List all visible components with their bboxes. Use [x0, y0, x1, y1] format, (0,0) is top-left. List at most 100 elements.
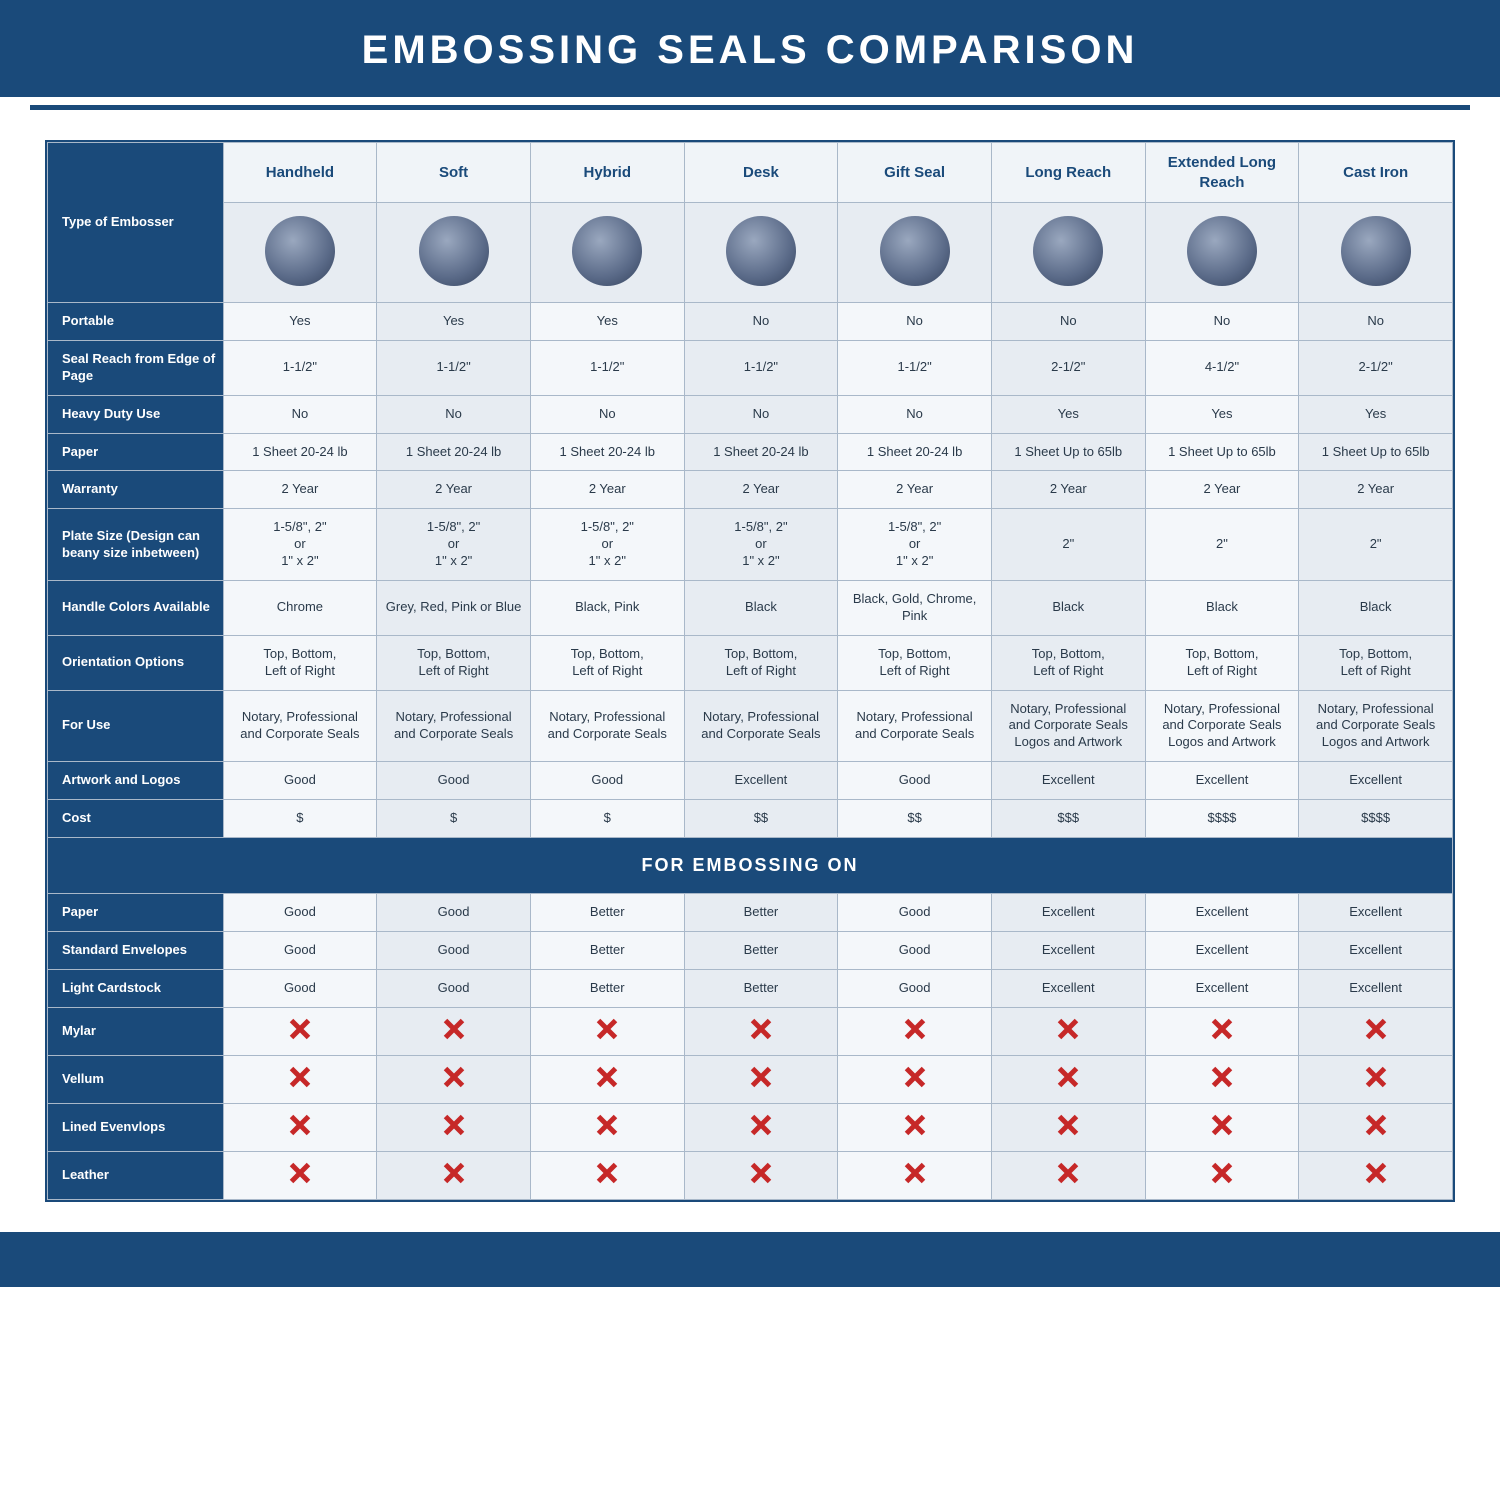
- cell: [530, 1055, 684, 1103]
- cell: Black, Pink: [530, 581, 684, 636]
- cell: 1-1/2": [223, 340, 377, 395]
- cell: Better: [684, 932, 838, 970]
- cell: 2 Year: [530, 471, 684, 509]
- cell: Black: [684, 581, 838, 636]
- cell: Top, Bottom,Left of Right: [1145, 635, 1299, 690]
- cell: Excellent: [991, 762, 1145, 800]
- table-row: Warranty2 Year2 Year2 Year2 Year2 Year2 …: [48, 471, 1453, 509]
- cell: No: [377, 395, 531, 433]
- row-label: Vellum: [48, 1055, 224, 1103]
- row-label: For Use: [48, 690, 224, 762]
- cell: Yes: [530, 303, 684, 341]
- cell: [1299, 1151, 1453, 1199]
- not-supported-icon: [750, 1162, 772, 1184]
- cell: Yes: [377, 303, 531, 341]
- comparison-table: Type of EmbosserHandheldSoftHybridDeskGi…: [47, 142, 1453, 1200]
- thumbnail-cell-6: [1145, 203, 1299, 303]
- table-row: Plate Size (Design can beany size inbetw…: [48, 509, 1453, 581]
- cell: No: [838, 303, 992, 341]
- cell: [838, 1103, 992, 1151]
- cell: [1299, 1008, 1453, 1056]
- table-row: Artwork and LogosGoodGoodGoodExcellentGo…: [48, 762, 1453, 800]
- cell: No: [684, 303, 838, 341]
- cell: Black: [991, 581, 1145, 636]
- row-label: Plate Size (Design can beany size inbetw…: [48, 509, 224, 581]
- cell: No: [991, 303, 1145, 341]
- cell: 2": [991, 509, 1145, 581]
- cell: 2 Year: [991, 471, 1145, 509]
- embosser-thumbnail-icon: [419, 216, 489, 286]
- cell: 2 Year: [1299, 471, 1453, 509]
- not-supported-icon: [289, 1114, 311, 1136]
- column-header-0: Handheld: [223, 143, 377, 203]
- row-label: Warranty: [48, 471, 224, 509]
- title-band: EMBOSSING SEALS COMPARISON: [0, 0, 1500, 97]
- cell: Top, Bottom,Left of Right: [377, 635, 531, 690]
- cell: Excellent: [1299, 762, 1453, 800]
- row-label: Standard Envelopes: [48, 932, 224, 970]
- cell: 2 Year: [684, 471, 838, 509]
- column-header-6: Extended Long Reach: [1145, 143, 1299, 203]
- cell: Excellent: [1145, 932, 1299, 970]
- table-row: Handle Colors AvailableChromeGrey, Red, …: [48, 581, 1453, 636]
- cell: Notary, Professional and Corporate Seals: [684, 690, 838, 762]
- table-row: Leather: [48, 1151, 1453, 1199]
- not-supported-icon: [443, 1114, 465, 1136]
- table-row: Light CardstockGoodGoodBetterBetterGoodE…: [48, 970, 1453, 1008]
- cell: Black, Gold, Chrome, Pink: [838, 581, 992, 636]
- table-row: Paper1 Sheet 20-24 lb1 Sheet 20-24 lb1 S…: [48, 433, 1453, 471]
- table-row: PaperGoodGoodBetterBetterGoodExcellentEx…: [48, 894, 1453, 932]
- not-supported-icon: [1365, 1018, 1387, 1040]
- embosser-thumbnail-icon: [1187, 216, 1257, 286]
- row-label: Artwork and Logos: [48, 762, 224, 800]
- cell: Excellent: [1299, 894, 1453, 932]
- not-supported-icon: [596, 1018, 618, 1040]
- not-supported-icon: [289, 1018, 311, 1040]
- thumbnail-cell-5: [991, 203, 1145, 303]
- cell: [684, 1103, 838, 1151]
- cell: [223, 1103, 377, 1151]
- row-label: Heavy Duty Use: [48, 395, 224, 433]
- not-supported-icon: [750, 1114, 772, 1136]
- cell: [991, 1103, 1145, 1151]
- cell: No: [684, 395, 838, 433]
- cell: 2 Year: [838, 471, 992, 509]
- cell: [991, 1055, 1145, 1103]
- cell: 1-5/8", 2"or1" x 2": [530, 509, 684, 581]
- cell: [377, 1151, 531, 1199]
- cell: 2 Year: [1145, 471, 1299, 509]
- cell: [223, 1055, 377, 1103]
- cell: Good: [223, 970, 377, 1008]
- cell: 1 Sheet 20-24 lb: [223, 433, 377, 471]
- accent-line-top: [30, 105, 1470, 110]
- cell: Good: [838, 762, 992, 800]
- cell: Excellent: [991, 970, 1145, 1008]
- embosser-thumbnail-icon: [726, 216, 796, 286]
- not-supported-icon: [289, 1162, 311, 1184]
- cell: [991, 1008, 1145, 1056]
- cell: [1145, 1008, 1299, 1056]
- cell: 1 Sheet Up to 65lb: [1145, 433, 1299, 471]
- thumbnail-cell-0: [223, 203, 377, 303]
- thumbnail-cell-1: [377, 203, 531, 303]
- cell: $: [223, 800, 377, 838]
- cell: Top, Bottom,Left of Right: [684, 635, 838, 690]
- cell: [1145, 1103, 1299, 1151]
- cell: 2": [1299, 509, 1453, 581]
- cell: Notary, Professional and Corporate Seals: [530, 690, 684, 762]
- cell: Excellent: [991, 894, 1145, 932]
- cell: Good: [223, 894, 377, 932]
- row-label: Leather: [48, 1151, 224, 1199]
- not-supported-icon: [1211, 1018, 1233, 1040]
- table-row: Mylar: [48, 1008, 1453, 1056]
- not-supported-icon: [904, 1018, 926, 1040]
- cell: Yes: [1299, 395, 1453, 433]
- cell: 1-5/8", 2"or1" x 2": [838, 509, 992, 581]
- row-label: Paper: [48, 433, 224, 471]
- cell: 1-5/8", 2"or1" x 2": [377, 509, 531, 581]
- not-supported-icon: [1057, 1066, 1079, 1088]
- cell: [530, 1151, 684, 1199]
- cell: [377, 1008, 531, 1056]
- cell: Excellent: [1145, 970, 1299, 1008]
- cell: Yes: [991, 395, 1145, 433]
